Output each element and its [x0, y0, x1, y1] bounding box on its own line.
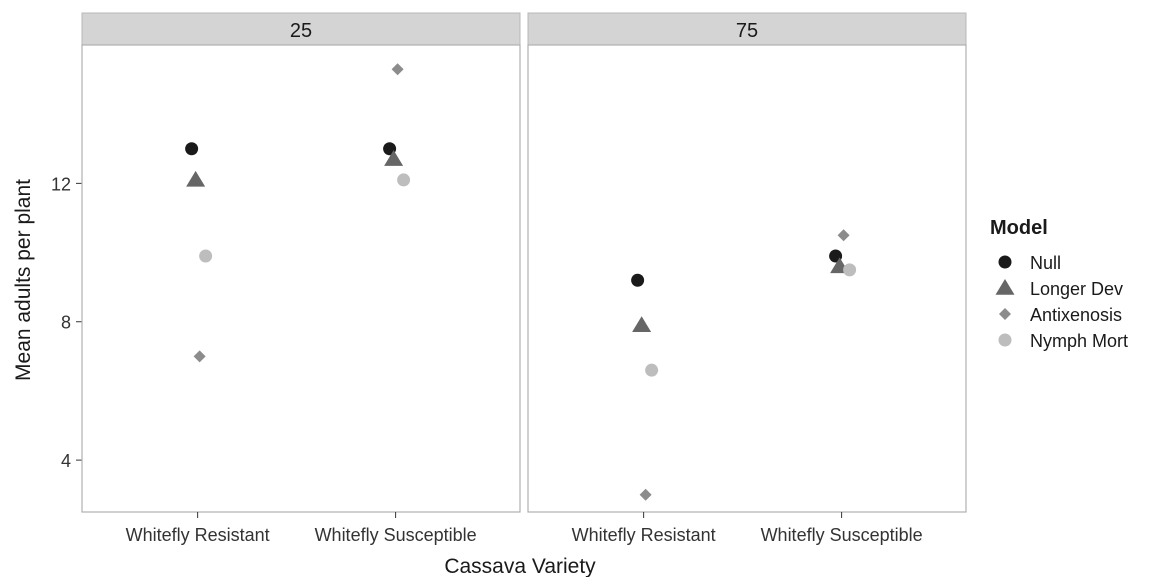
data-point — [397, 173, 411, 187]
data-point — [391, 63, 404, 76]
y-tick-label: 12 — [51, 174, 71, 194]
legend-key — [995, 279, 1015, 295]
data-point — [186, 170, 206, 187]
legend-label: Nymph Mort — [1030, 331, 1128, 351]
y-axis-title: Mean adults per plant — [12, 179, 35, 381]
x-axis-title: Cassava Variety — [444, 555, 596, 577]
x-tick-label: Whitefly Resistant — [572, 525, 716, 545]
x-tick-label: Whitefly Susceptible — [761, 525, 923, 545]
legend: Model Null Longer Dev Antixenosis Nymph Mor… — [990, 217, 1128, 351]
data-point — [185, 142, 199, 156]
legend-label: Null — [1030, 253, 1061, 273]
facet-strip-label: 75 — [736, 20, 758, 42]
legend-title: Model — [990, 217, 1048, 239]
data-point — [837, 229, 850, 242]
data-point — [645, 363, 659, 377]
y-tick-label: 8 — [61, 313, 71, 333]
data-point — [631, 273, 645, 287]
legend-label: Antixenosis — [1030, 305, 1122, 325]
data-point — [384, 150, 404, 166]
legend-label: Longer Dev — [1030, 279, 1123, 299]
facet-strip — [81, 12, 521, 46]
x-tick-label: Whitefly Susceptible — [315, 525, 477, 545]
data-point — [843, 263, 857, 277]
legend-key — [998, 333, 1012, 347]
facet-strip — [527, 12, 967, 46]
data-point — [193, 350, 206, 363]
legend-key — [999, 308, 1011, 320]
data-point — [632, 316, 652, 332]
facet-strip-label: 25 — [290, 20, 312, 42]
x-tick-label: Whitefly Resistant — [126, 525, 270, 545]
panel-border — [527, 44, 967, 513]
legend-key — [998, 255, 1012, 269]
panel-border — [81, 44, 521, 513]
data-point — [639, 488, 652, 501]
data-point — [199, 249, 213, 263]
y-tick-label: 4 — [61, 451, 71, 471]
